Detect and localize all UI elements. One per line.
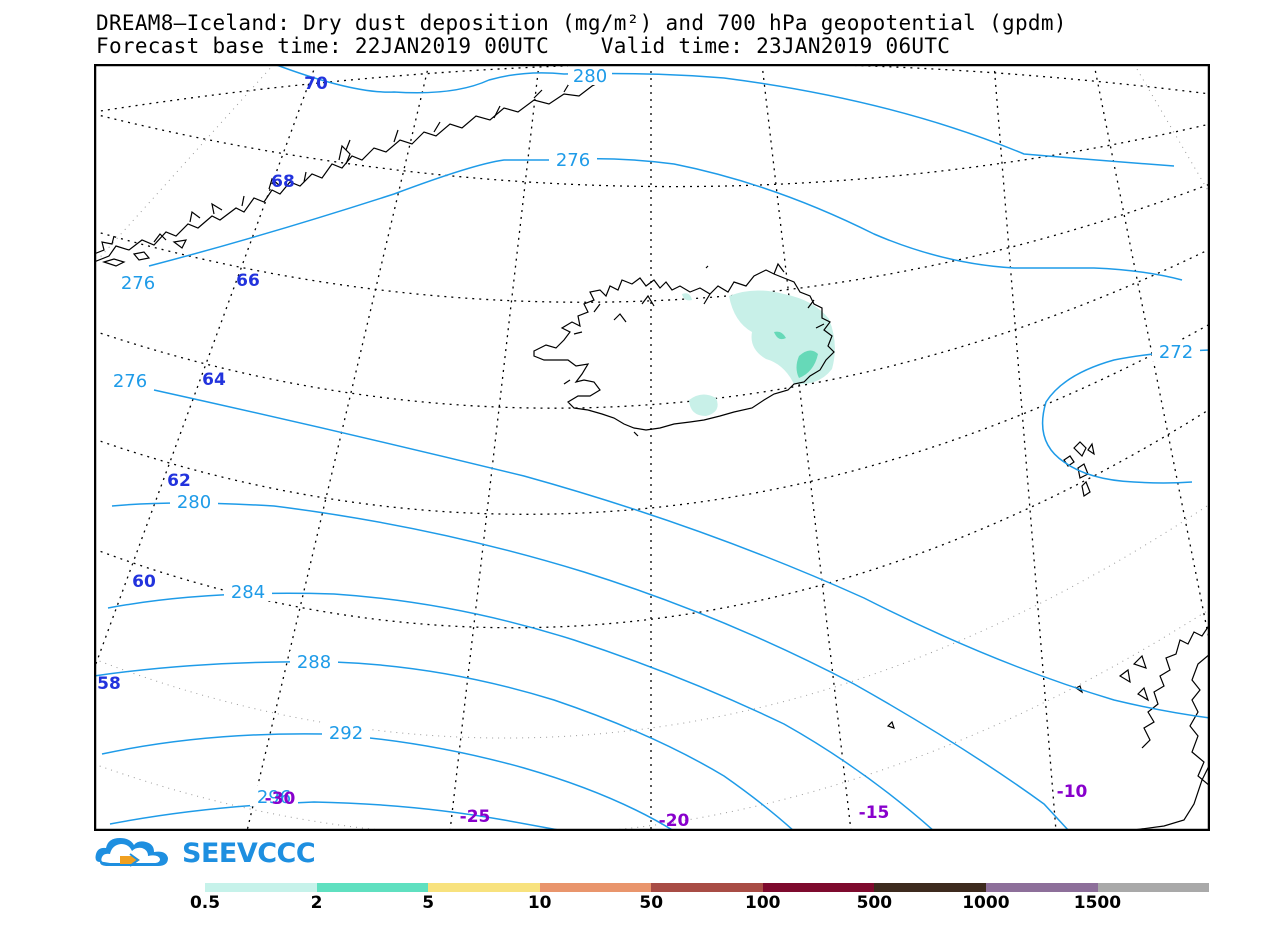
legend-tick-label: 5 [422,893,435,913]
seevccc-logo [95,838,168,867]
contour-label: 276 [549,149,597,171]
legend-tick-label: 1500 [1073,893,1122,913]
latitude-label: 68 [271,172,295,192]
legend-tick-label: 1000 [962,893,1010,913]
longitude-label: -10 [1057,782,1088,802]
svg-text:276: 276 [113,371,147,392]
svg-text:292: 292 [329,723,363,744]
legend-tick-label: 100 [745,893,781,913]
latitude-label: 60 [132,572,156,592]
contour-label: 272 [1152,341,1200,363]
latitude-gridlines-faint [94,64,1210,831]
contour-label: 288 [290,651,338,673]
latitude-label: 58 [97,674,121,694]
legend-swatch [539,883,652,892]
svg-text:276: 276 [121,273,155,294]
latitude-label: 66 [236,271,260,291]
seevccc-logo-text: SEEVCCC [182,838,316,869]
longitude-labels: -30 -25 -20 -15 -10 [265,782,1088,831]
latitude-labels: 70 68 66 64 62 60 58 [97,74,328,694]
contour-label: 276 [106,370,154,392]
longitude-label: -30 [265,789,296,809]
svg-text:280: 280 [177,492,211,513]
legend-swatch [205,883,317,892]
contour-label: 284 [224,581,272,603]
contour-label: 276 [114,272,162,294]
latitude-label: 62 [167,471,191,491]
map-frame [94,64,1210,831]
svg-text:288: 288 [297,652,331,673]
color-legend-bar [205,883,1210,892]
legend-swatch [651,883,763,892]
latitude-label: 70 [304,74,328,94]
legend-swatch [1097,883,1210,892]
legend-tick-label: 50 [639,893,664,913]
svg-text:284: 284 [231,582,265,603]
legend-swatch [874,883,986,892]
contour-label: 292 [322,722,370,744]
latitude-label: 64 [202,370,226,390]
svg-text:272: 272 [1159,342,1193,363]
legend-swatch [762,883,875,892]
legend-swatch [985,883,1098,892]
legend-tick-label: 10 [527,893,552,913]
svg-text:276: 276 [556,150,590,171]
longitude-label: -15 [859,803,890,823]
legend-swatch [428,883,540,892]
svg-text:296: 296 [257,787,291,808]
contour-label: 280 [170,491,218,513]
legend-tick-label: 2 [310,893,323,913]
svg-text:280: 280 [573,66,607,87]
coastlines [94,81,1210,831]
contour-labels: 280 276 276 276 272 280 284 288 [106,65,1200,808]
dust-deposition-area [682,290,835,416]
legend-swatch [316,883,429,892]
legend-tick-label: 500 [856,893,893,913]
forecast-map: 280 276 276 276 272 280 284 288 [94,64,1210,831]
contour-label: 296 [250,786,298,808]
longitude-label: -20 [659,811,690,831]
map-title: DREAM8—Iceland: Dry dust deposition (mg/… [96,11,1067,35]
contour-label: 280 [568,65,612,87]
longitude-label: -25 [460,807,491,827]
map-subtitle-times: Forecast base time: 22JAN2019 00UTC Vali… [96,34,951,58]
geopotential-contours [94,64,1210,831]
legend-tick-label: 0.5 [189,893,221,913]
